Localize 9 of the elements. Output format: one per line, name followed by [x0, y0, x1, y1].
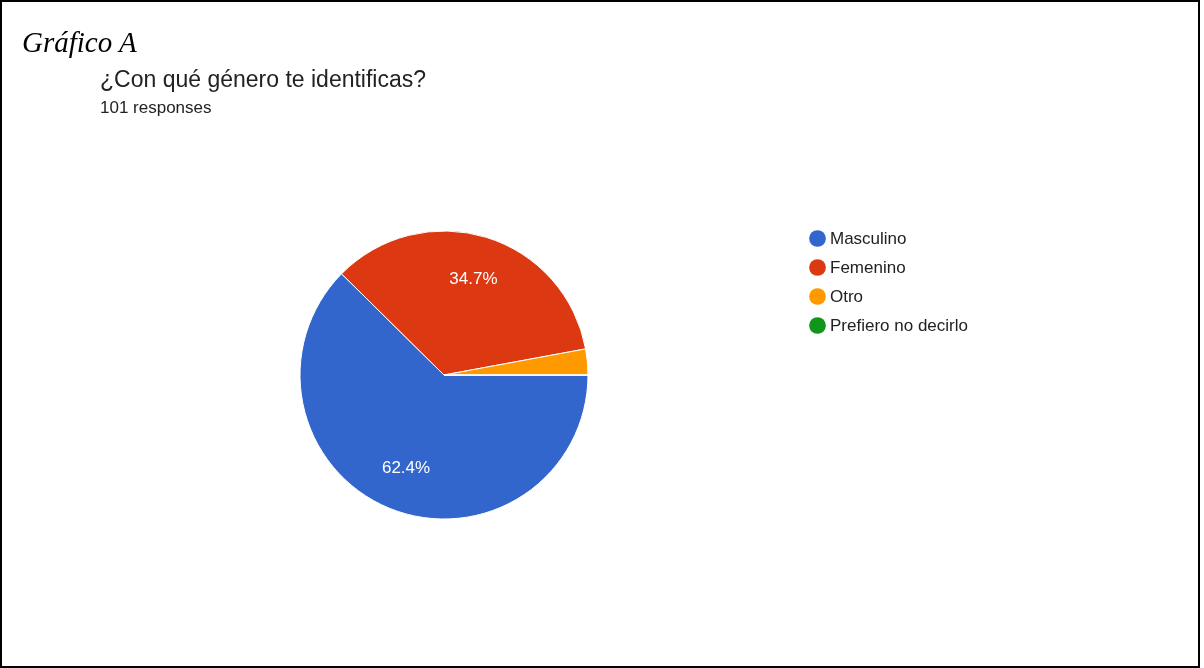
- legend-label: Masculino: [830, 228, 907, 248]
- data-label: 34.7%: [449, 269, 498, 289]
- text: Gráfico A: [22, 26, 137, 59]
- text: 101 responses: [100, 98, 212, 117]
- legend-label: Prefiero no decirlo: [830, 315, 968, 335]
- legend-label: Femenino: [830, 257, 906, 277]
- data-label: 62.4%: [381, 457, 431, 477]
- legend-label: Otro: [830, 286, 864, 306]
- chart-title: ¿Con qué género te identificas?: [100, 66, 427, 92]
